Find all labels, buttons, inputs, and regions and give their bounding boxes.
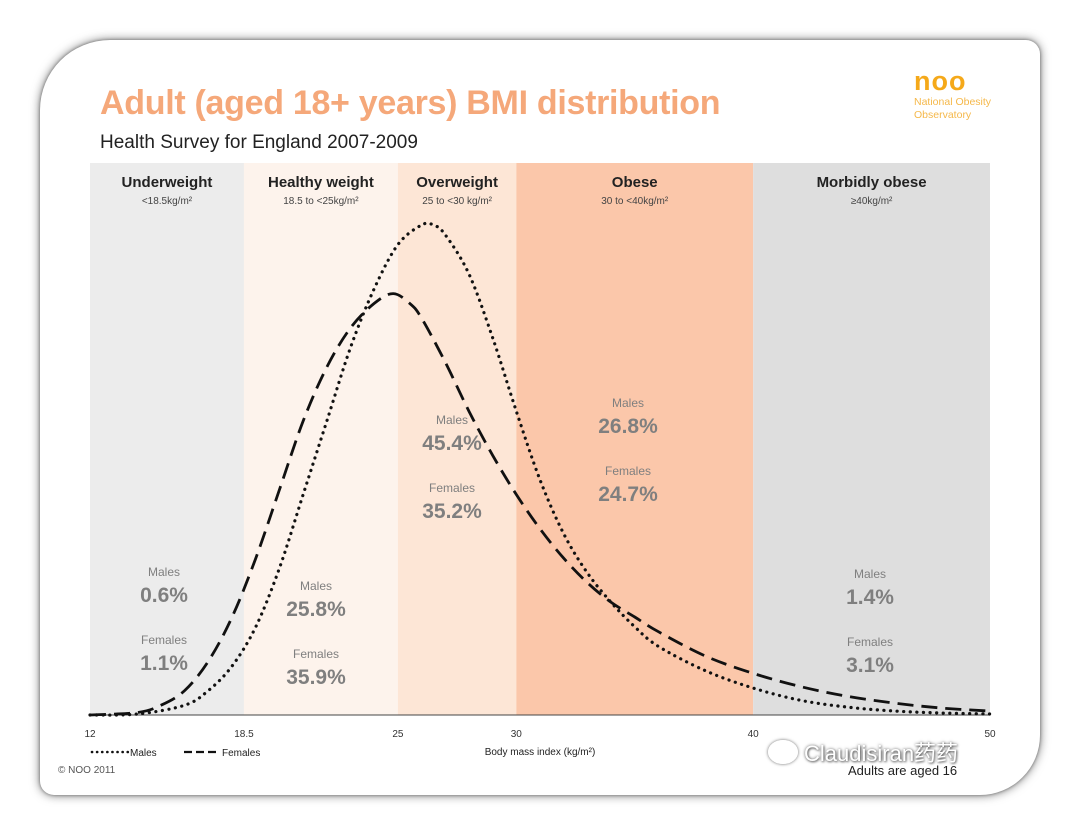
x-tick-label: 18.5 xyxy=(234,729,254,740)
females-label: Females xyxy=(141,633,187,647)
category-name: Underweight xyxy=(122,174,213,191)
x-tick-label: 30 xyxy=(511,729,523,740)
chart-title: Adult (aged 18+ years) BMI distribution xyxy=(100,84,721,122)
category-name: Overweight xyxy=(416,174,498,191)
males-label: Males xyxy=(854,567,886,581)
females-value: 24.7% xyxy=(598,483,658,506)
males-label: Males xyxy=(436,413,468,427)
legend-label-females: Females xyxy=(222,748,260,759)
x-tick-label: 50 xyxy=(984,729,996,740)
males-value: 26.8% xyxy=(598,415,658,438)
noo-logo: noo National Obesity Observatory xyxy=(914,66,1024,122)
bmi-chart: Underweight <18.5kg/m² Healthy weight 18.5 … xyxy=(84,163,996,759)
category-name: Morbidly obese xyxy=(817,174,927,191)
wechat-icon xyxy=(768,740,798,764)
band-morbid xyxy=(753,163,990,715)
females-value: 3.1% xyxy=(846,654,894,677)
watermark-text: Claudisiran药药 xyxy=(804,741,959,766)
logo-subtitle: National Obesity Observatory xyxy=(914,96,992,121)
x-tick-label: 40 xyxy=(748,729,760,740)
females-label: Females xyxy=(293,647,339,661)
category-range: 18.5 to <25kg/m² xyxy=(283,196,359,207)
females-label: Females xyxy=(847,635,893,649)
males-label: Males xyxy=(300,579,332,593)
males-label: Males xyxy=(148,565,180,579)
footnote: Adults are aged 16 xyxy=(848,763,958,778)
category-range: 30 to <40kg/m² xyxy=(601,196,669,207)
females-label: Females xyxy=(429,481,475,495)
females-label: Females xyxy=(605,464,651,478)
logo-word: noo xyxy=(914,66,967,96)
males-label: Males xyxy=(612,396,644,410)
series-females xyxy=(89,292,991,717)
chart-subtitle: Health Survey for England 2007-2009 xyxy=(100,132,418,153)
band-overweight xyxy=(397,163,517,715)
copyright: © NOO 2011 xyxy=(58,765,116,776)
category-range: <18.5kg/m² xyxy=(142,196,193,207)
females-value: 35.2% xyxy=(422,500,482,523)
x-tick-label: 12 xyxy=(84,729,96,740)
males-value: 25.8% xyxy=(286,598,346,621)
x-tick-label: 25 xyxy=(392,729,404,740)
males-value: 1.4% xyxy=(846,586,894,609)
x-axis-label: Body mass index (kg/m²) xyxy=(485,747,596,758)
band-underweight xyxy=(90,163,244,715)
category-range: ≥40kg/m² xyxy=(851,196,893,207)
males-value: 45.4% xyxy=(422,432,482,455)
category-range: 25 to <30 kg/m² xyxy=(422,196,492,207)
females-value: 1.1% xyxy=(140,652,188,675)
watermark: Claudisiran药药 xyxy=(768,736,958,768)
series-males xyxy=(88,221,992,717)
band-obese xyxy=(516,163,754,715)
slide: Adult (aged 18+ years) BMI distribution … xyxy=(40,40,1040,795)
males-value: 0.6% xyxy=(140,584,188,607)
category-name: Healthy weight xyxy=(268,174,374,191)
legend-label-males: Males xyxy=(130,748,157,759)
category-name: Obese xyxy=(612,174,658,191)
females-value: 35.9% xyxy=(286,666,346,689)
